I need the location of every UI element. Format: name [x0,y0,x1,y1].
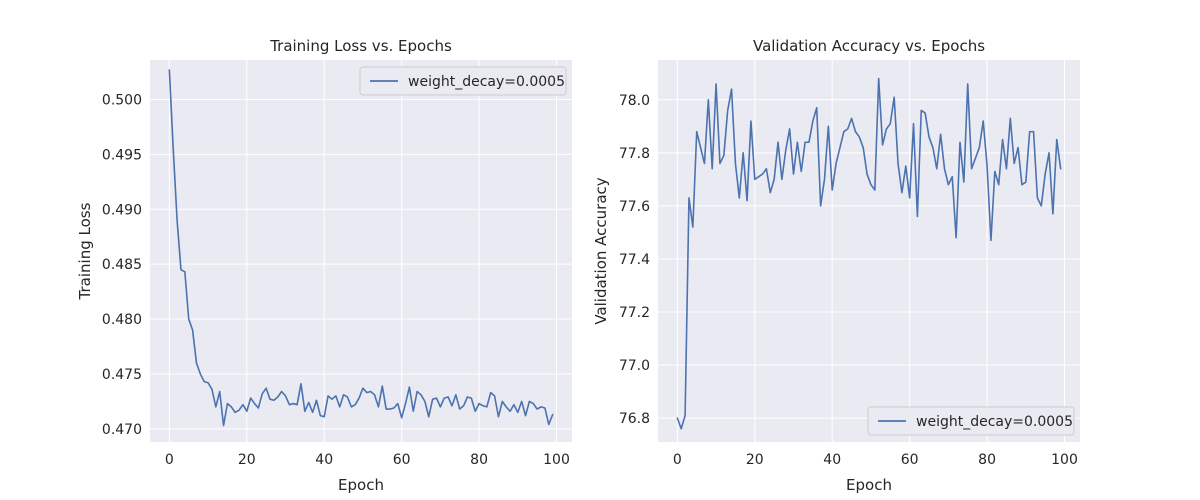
legend-entry: weight_decay=0.0005 [916,414,1073,430]
series-line [168,69,554,427]
legend: weight_decay=0.0005 [359,66,567,96]
chart-title: Training Loss vs. Epochs [269,37,452,55]
chart-2: 0 20 40 60 80 100 76.8 77.0 77.2 77.4 77.6 77.8 78.0… [592,37,1080,494]
y-axis-label: Training Loss [76,202,94,300]
y-tick-label: 76.8 [619,411,650,427]
y-tick-label: 0.470 [102,422,142,438]
x-tick-label: 0 [165,452,174,468]
chart-title: Validation Accuracy vs. Epochs [753,37,985,55]
x-tick-label: 40 [823,452,841,468]
y-tick-label: 77.4 [619,252,650,268]
y-axis-label: Validation Accuracy [592,177,610,324]
legend-box [867,406,1075,436]
y-tick-label: 0.480 [102,312,142,328]
x-axis-label: Epoch [338,476,384,494]
x-tick-label: 60 [901,452,919,468]
x-tick-label: 80 [978,452,996,468]
y-tick-label: 0.485 [102,257,142,273]
legend-entry: weight_decay=0.0005 [408,74,565,90]
legend-box [359,66,567,96]
y-tick-label: 78.0 [619,93,650,109]
series-line [676,77,1062,430]
y-tick-label: 0.475 [102,367,142,383]
x-tick-label: 0 [673,452,682,468]
y-tick-label: 77.0 [619,358,650,374]
legend: weight_decay=0.0005 [867,406,1075,436]
x-tick-label: 60 [393,452,411,468]
y-tick-label: 77.2 [619,305,650,321]
x-tick-label: 80 [470,452,488,468]
y-tick-label: 0.500 [102,93,142,109]
y-tick-label: 77.6 [619,199,650,215]
y-tick-label: 77.8 [619,146,650,162]
chart-1: 0 20 40 60 80 100 0.470 0.475 0.480 0.485 0.490 0.4… [76,37,572,494]
y-tick-label: 0.495 [102,147,142,163]
x-tick-label: 20 [238,452,256,468]
x-tick-label: 100 [1051,452,1078,468]
plot-area [150,60,572,442]
y-tick-label: 0.490 [102,202,142,218]
x-tick-label: 100 [543,452,570,468]
x-axis-label: Epoch [846,476,892,494]
plot-area [658,60,1080,442]
x-tick-label: 40 [315,452,333,468]
x-tick-label: 20 [746,452,764,468]
